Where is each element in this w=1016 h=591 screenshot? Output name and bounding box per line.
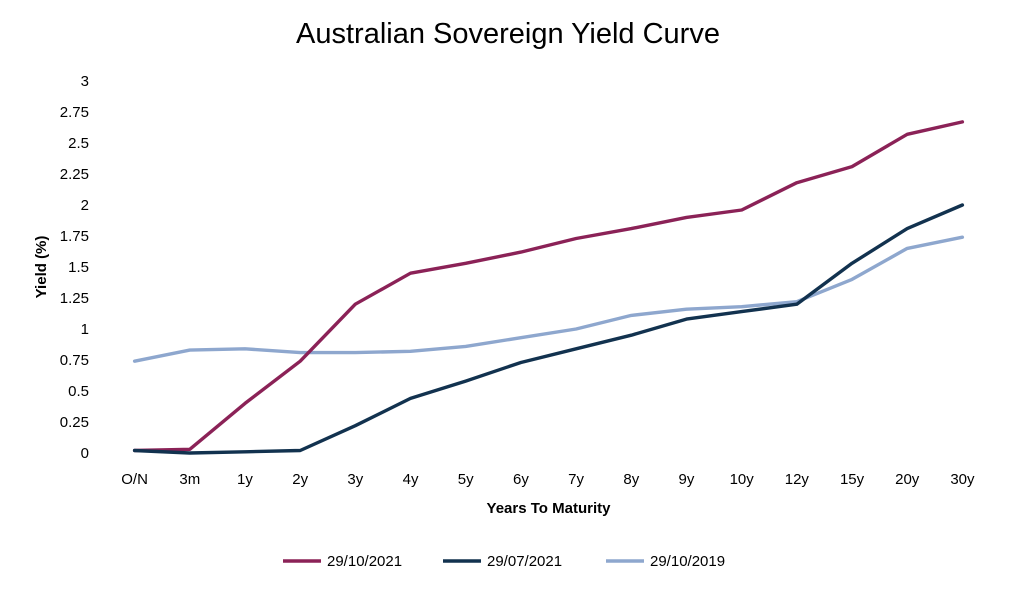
y-tick-label: 2.25 (60, 166, 89, 183)
y-tick-label: 1 (81, 321, 89, 338)
y-tick-label: 2.5 (68, 135, 89, 152)
x-tick-label: 9y (679, 471, 695, 488)
x-tick-label: 6y (513, 471, 529, 488)
x-tick-label: 12y (785, 471, 810, 488)
x-axis: O/N 3m 1y 2y 3y 4y 5y 6y 7y 8y 9y 10y 12y 15y 20y 30y (121, 471, 975, 488)
y-tick-label: 1.5 (68, 259, 89, 276)
y-tick-label: 0.5 (68, 383, 89, 400)
x-tick-label: 8y (623, 471, 639, 488)
legend-label: 29/10/2019 (650, 553, 725, 570)
series-line-1 (132, 120, 965, 453)
y-tick-label: 1.25 (60, 290, 89, 307)
x-tick-label: 30y (950, 471, 975, 488)
y-tick-label: 1.75 (60, 228, 89, 245)
x-axis-title: Years To Maturity (487, 500, 612, 517)
x-tick-label: 4y (403, 471, 419, 488)
x-tick-label: 7y (568, 471, 584, 488)
legend: 29/10/2021 29/07/2021 29/10/2019 (283, 553, 725, 570)
x-tick-label: O/N (121, 471, 148, 488)
y-tick-label: 0.75 (60, 352, 89, 369)
y-tick-label: 2.75 (60, 104, 89, 121)
x-tick-label: 10y (730, 471, 755, 488)
series-line-2 (132, 203, 965, 455)
y-tick-label: 3 (81, 73, 89, 90)
legend-label: 29/10/2021 (327, 553, 402, 570)
legend-label: 29/07/2021 (487, 553, 562, 570)
y-tick-label: 0.25 (60, 414, 89, 431)
y-tick-label: 0 (81, 445, 89, 462)
y-tick-label: 2 (81, 197, 89, 214)
x-tick-label: 15y (840, 471, 865, 488)
x-tick-label: 3m (179, 471, 200, 488)
chart-title: Australian Sovereign Yield Curve (296, 18, 720, 50)
x-tick-label: 20y (895, 471, 920, 488)
x-tick-label: 3y (347, 471, 363, 488)
y-axis: 0 0.25 0.5 0.75 1 1.25 1.5 1.75 2 2.25 2.5 2.75 3 (60, 73, 89, 462)
x-tick-label: 5y (458, 471, 474, 488)
x-tick-label: 2y (292, 471, 308, 488)
x-tick-label: 1y (237, 471, 253, 488)
y-axis-title: Yield (%) (33, 236, 50, 299)
series-lines (132, 120, 965, 455)
series-line-3 (132, 235, 965, 363)
